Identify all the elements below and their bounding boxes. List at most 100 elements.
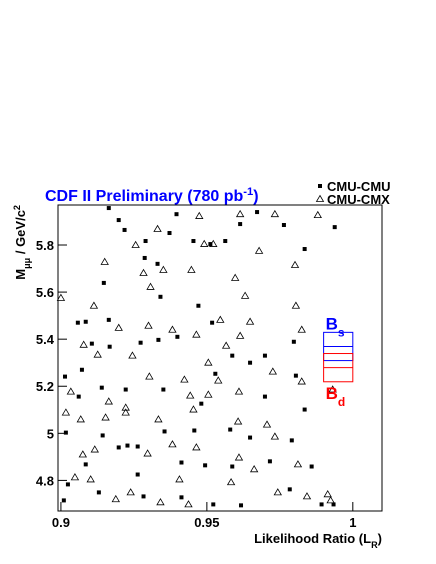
point-triangle: [326, 496, 335, 504]
y-tick-label: 5: [47, 426, 54, 441]
point-triangle: [214, 376, 223, 384]
point-square: [83, 319, 88, 324]
point-triangle: [144, 321, 153, 329]
point-triangle: [323, 489, 332, 498]
point-square: [138, 340, 143, 345]
point-triangle: [168, 325, 177, 333]
legend-label: CMU-CMU: [327, 179, 391, 194]
point-square: [161, 387, 166, 392]
point-square: [192, 428, 197, 433]
point-triangle: [204, 390, 213, 398]
point-square: [179, 460, 184, 465]
point-square: [125, 443, 130, 448]
y-tick-label: 5.4: [36, 332, 55, 347]
point-triangle: [313, 210, 322, 219]
point-triangle: [268, 367, 278, 375]
x-tick-label: 1: [349, 515, 356, 530]
point-triangle: [204, 358, 213, 366]
x-axis-label: Likelihood Ratio (LR): [254, 531, 382, 550]
point-triangle: [235, 209, 245, 218]
point-triangle: [61, 408, 71, 416]
chart-title-part: CDF II Preliminary (780 pb: [45, 188, 244, 205]
point-triangle: [297, 325, 306, 333]
point-triangle: [270, 432, 280, 440]
point-square: [75, 320, 80, 325]
point-square: [142, 255, 147, 260]
point-triangle: [290, 260, 300, 268]
point-triangle: [297, 377, 306, 385]
point-triangle: [240, 291, 250, 299]
window-label-sub: s: [338, 325, 345, 339]
point-triangle: [328, 385, 337, 393]
point-triangle: [66, 387, 76, 395]
point-square: [83, 462, 88, 467]
point-square: [239, 503, 244, 508]
x-tick-label: 0.9: [52, 515, 70, 530]
y-axis-label-part: / GeV/c: [13, 210, 28, 258]
point-triangle: [89, 301, 99, 309]
point-triangle: [189, 405, 198, 413]
point-square: [213, 371, 218, 376]
point-square: [208, 242, 213, 247]
point-triangle: [221, 341, 231, 349]
point-square: [287, 487, 292, 492]
x-axis-label-part: R: [371, 540, 378, 550]
point-triangle: [200, 239, 209, 247]
point-square: [123, 387, 128, 392]
point-square: [281, 223, 286, 228]
point-triangle: [180, 375, 189, 383]
point-square: [230, 464, 235, 469]
point-square: [262, 394, 267, 399]
point-triangle: [192, 330, 201, 338]
point-square: [101, 280, 106, 285]
point-triangle: [156, 497, 165, 506]
point-triangle: [70, 473, 80, 481]
point-triangle: [121, 408, 130, 416]
point-square: [302, 407, 307, 412]
point-triangle: [146, 282, 155, 290]
point-triangle: [154, 415, 163, 423]
point-triangle: [100, 257, 109, 265]
point-square: [106, 206, 111, 211]
point-square: [167, 231, 172, 236]
point-triangle: [230, 273, 240, 281]
point-square: [309, 464, 314, 469]
point-square: [162, 429, 167, 434]
point-square: [107, 344, 112, 349]
chart-title: CDF II Preliminary (780 pb-1): [45, 186, 259, 205]
point-triangle: [245, 317, 255, 325]
point-triangle: [233, 417, 243, 425]
y-tick-label: 5.2: [36, 379, 54, 394]
point-triangle: [79, 340, 88, 348]
point-triangle: [128, 351, 137, 359]
point-square: [135, 444, 140, 449]
point-triangle: [101, 413, 110, 421]
point-square: [196, 303, 201, 308]
point-triangle: [216, 315, 225, 323]
point-square: [248, 435, 253, 440]
point-square: [174, 212, 179, 217]
point-triangle: [302, 492, 312, 500]
point-square: [100, 433, 105, 438]
point-triangle: [187, 265, 196, 273]
point-square: [79, 367, 84, 372]
y-tick-label: 4.8: [36, 473, 54, 488]
point-triangle: [273, 488, 282, 496]
point-square: [99, 385, 104, 390]
window-label-sub: d: [338, 395, 345, 409]
point-triangle: [131, 240, 140, 248]
point-square: [96, 490, 101, 495]
point-square: [248, 360, 253, 365]
point-triangle: [192, 443, 201, 451]
point-triangle: [293, 460, 303, 468]
point-square: [211, 502, 216, 507]
point-triangle: [143, 449, 152, 457]
point-square: [293, 373, 298, 378]
point-square: [291, 339, 296, 344]
point-square: [61, 498, 66, 503]
point-triangle: [104, 397, 113, 405]
point-square: [143, 239, 148, 244]
x-axis-label-part: ): [378, 531, 382, 546]
